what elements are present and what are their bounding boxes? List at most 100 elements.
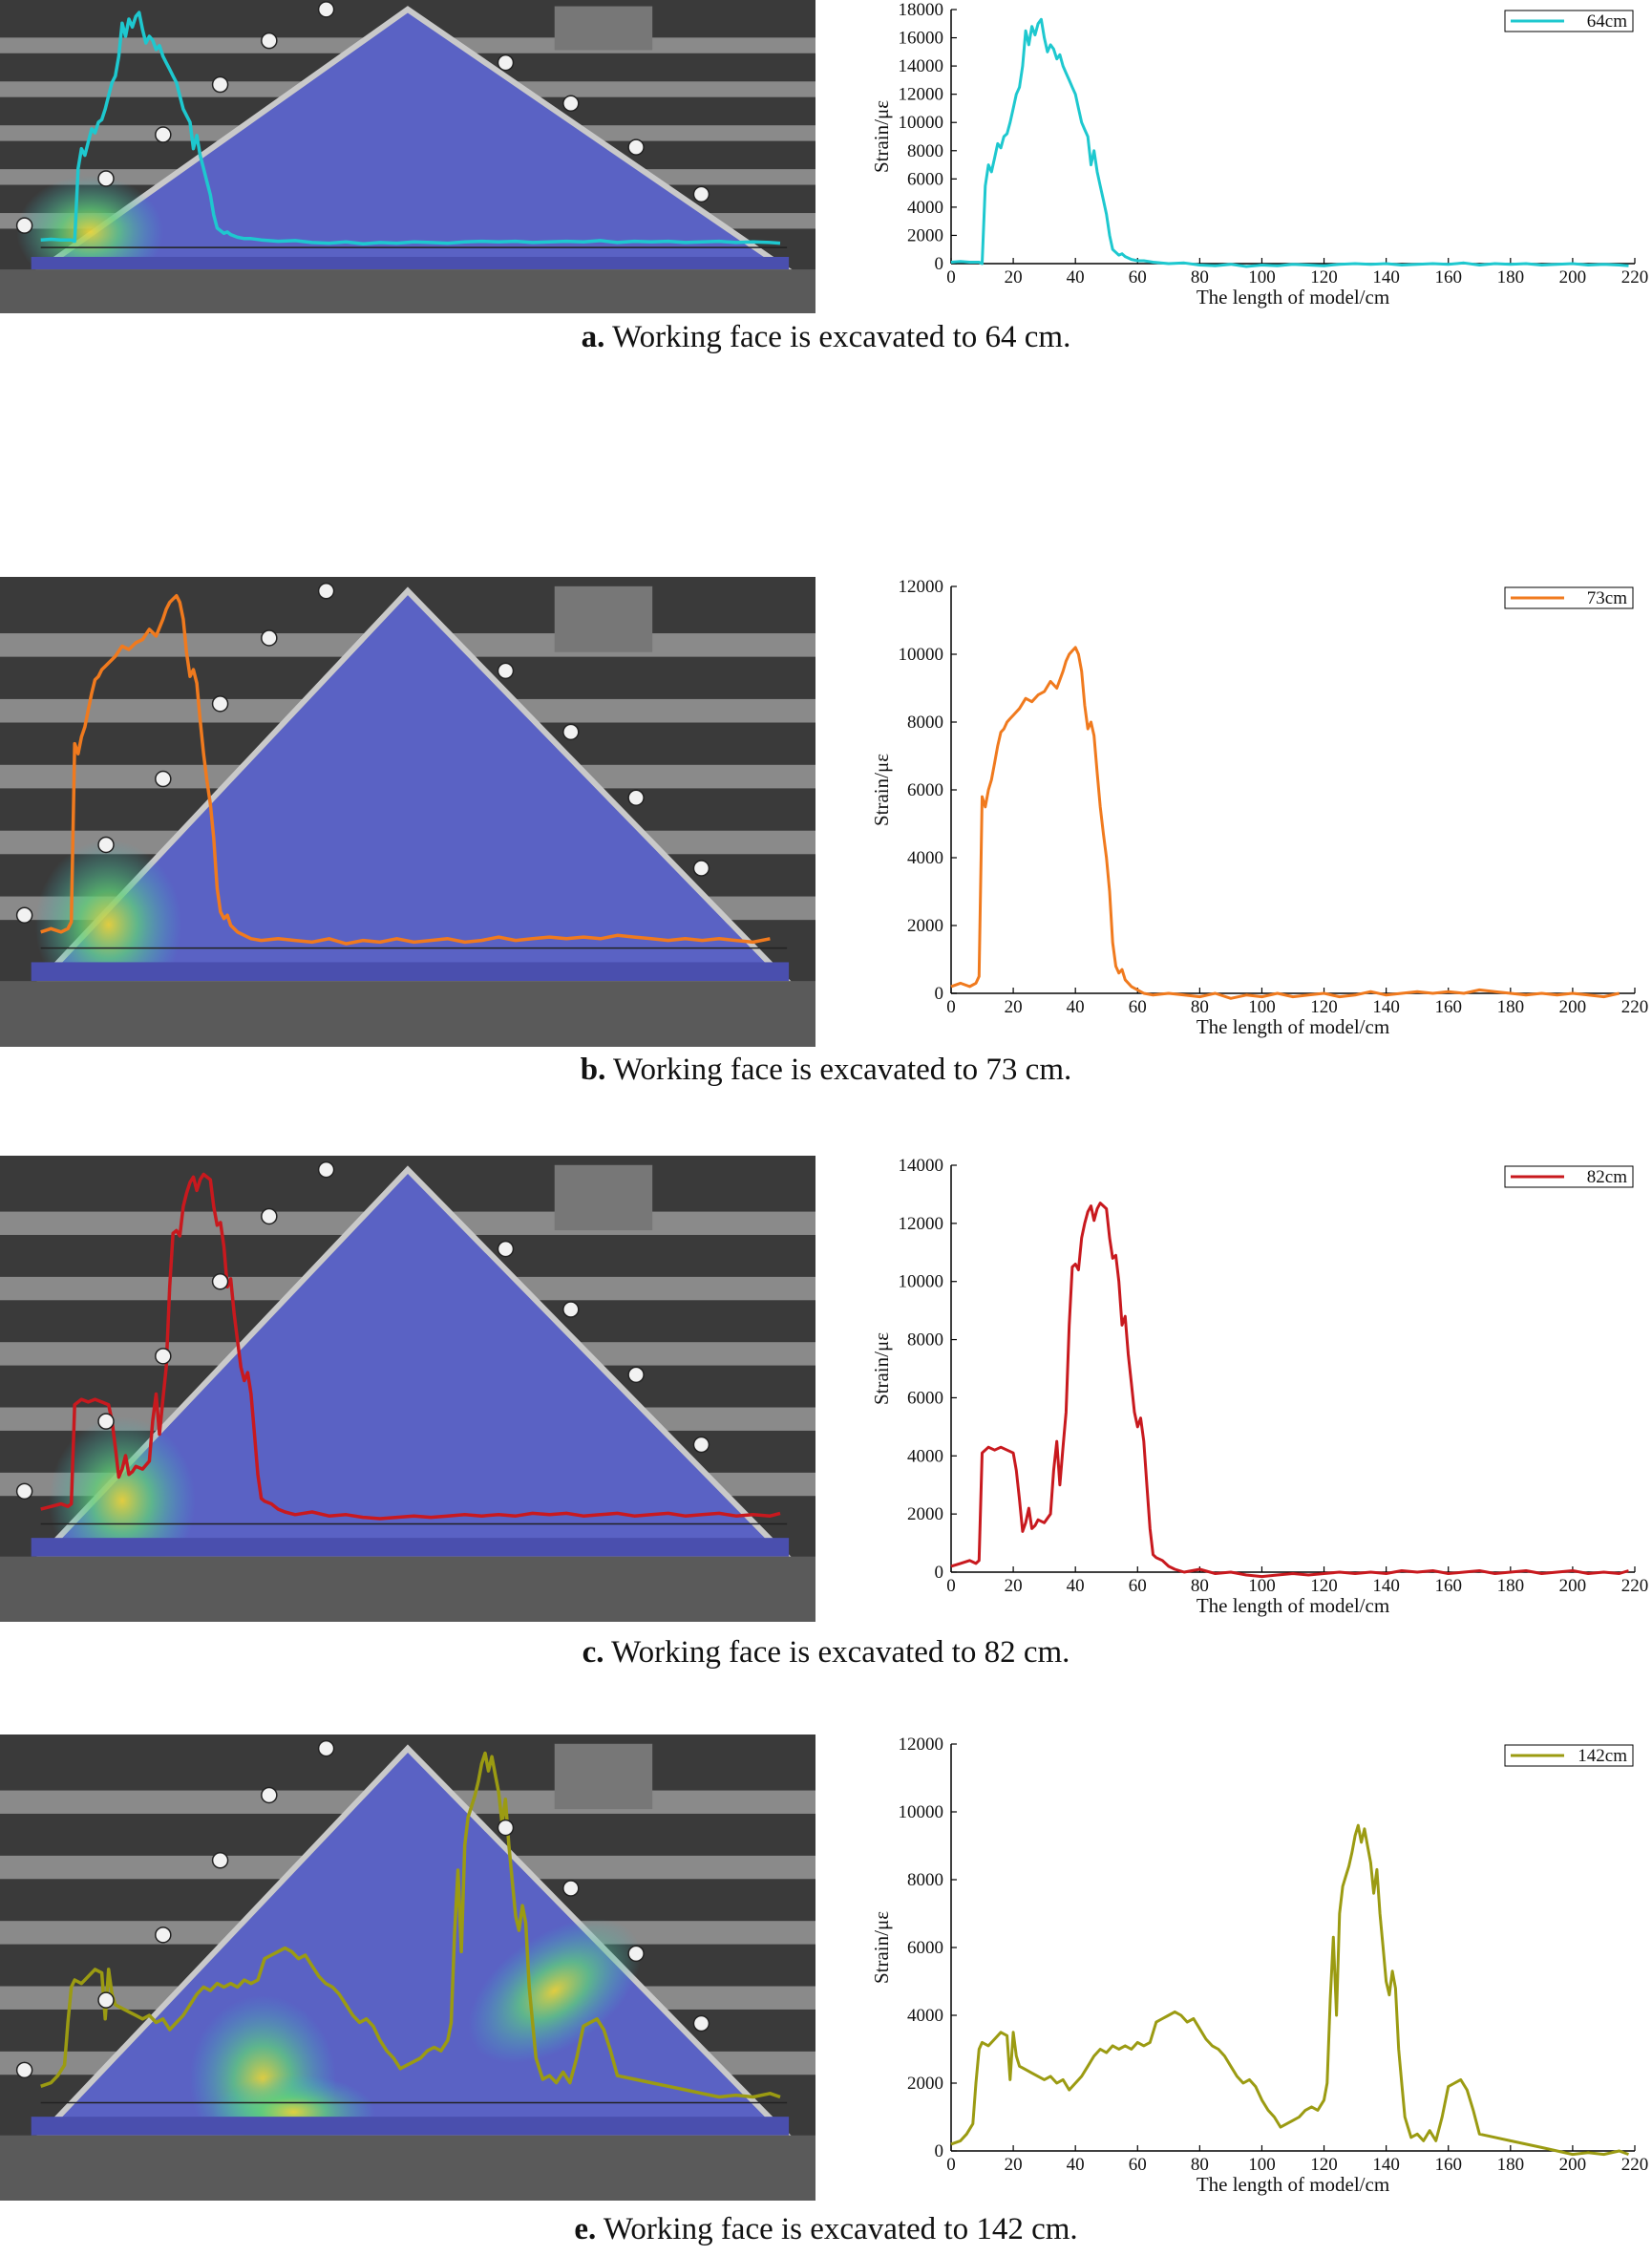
x-tick-label: 20 — [1005, 267, 1023, 287]
x-tick-label: 100 — [1248, 997, 1276, 1017]
strain-hotzone — [468, 1918, 642, 2064]
dial-gauge-icon — [497, 53, 515, 72]
y-tick-label: 8000 — [907, 1870, 943, 1890]
model-photo-e — [0, 1735, 815, 2201]
x-tick-label: 60 — [1129, 1576, 1147, 1596]
chart-svg-c: 0 20 40 60 80 100 120 140 160 180 200 220 0 2000 4000 6… — [870, 1156, 1649, 1617]
dial-gauge-icon — [692, 2014, 710, 2033]
y-tick-label: 8000 — [907, 1330, 943, 1351]
x-tick-label: 160 — [1434, 267, 1462, 287]
legend-box — [1504, 1165, 1634, 1188]
x-tick-label: 40 — [1067, 997, 1085, 1017]
legend-label: 64cm — [1587, 11, 1627, 32]
y-axis-title: Strain/με — [870, 1911, 893, 1984]
dial-gauge-icon — [211, 1273, 229, 1290]
model-base — [0, 269, 815, 313]
y-tick-label: 10000 — [899, 113, 944, 133]
panel-a: 0 20 40 60 80 100 120 140 160 180 200 220 0 2000 4000 6… — [0, 0, 1652, 354]
chart-svg-a: 0 20 40 60 80 100 120 140 160 180 200 220 0 2000 4000 6… — [870, 0, 1649, 309]
y-tick-label: 10000 — [899, 1272, 944, 1292]
coal-seam-layer — [31, 2117, 790, 2136]
dial-gauge-icon — [15, 2061, 33, 2079]
x-tick-label: 80 — [1191, 2155, 1209, 2175]
chart-svg-e: 0 20 40 60 80 100 120 140 160 180 200 220 0 2000 4000 6… — [870, 1735, 1649, 2196]
dial-gauge-icon — [497, 1819, 515, 1837]
model-photo-c — [0, 1156, 815, 1622]
dial-gauge-icon — [261, 1786, 278, 1804]
x-tick-label: 200 — [1559, 2155, 1587, 2175]
dial-gauge-icon — [211, 75, 229, 94]
y-axis-title: Strain/με — [870, 754, 893, 826]
model-image-b — [0, 577, 815, 1047]
y-tick-label: 0 — [935, 2141, 944, 2161]
x-tick-label: 100 — [1248, 2155, 1276, 2175]
dial-gauge-icon — [15, 217, 33, 234]
y-tick-label: 8000 — [907, 141, 943, 161]
legend-label: 82cm — [1587, 1167, 1627, 1187]
panel-e: 0 20 40 60 80 100 120 140 160 180 200 220 0 2000 4000 6… — [0, 1735, 1652, 2256]
model-image-c — [0, 1156, 815, 1622]
x-tick-label: 160 — [1434, 2155, 1462, 2175]
series-line — [950, 1202, 1629, 1579]
legend-box — [1504, 10, 1634, 32]
x-tick-label: 60 — [1129, 997, 1147, 1017]
dial-gauge-icon — [155, 770, 172, 788]
coal-seam-layer — [31, 1538, 790, 1557]
dial-gauge-icon — [97, 170, 115, 187]
y-tick-label: 4000 — [907, 2006, 943, 2026]
dial-gauge-icon — [97, 836, 115, 854]
strain-chart-e: 0 20 40 60 80 100 120 140 160 180 200 220 0 2000 4000 6… — [831, 1735, 1652, 2207]
model-base — [0, 981, 815, 1047]
y-tick-label: 2000 — [907, 2074, 943, 2094]
x-tick-label: 40 — [1067, 1576, 1085, 1596]
x-tick-label: 220 — [1621, 267, 1649, 287]
y-tick-label: 0 — [935, 254, 944, 274]
x-tick-label: 220 — [1621, 2155, 1649, 2175]
legend-label: 73cm — [1587, 588, 1627, 608]
y-tick-label: 12000 — [899, 1214, 944, 1234]
x-tick-label: 180 — [1497, 267, 1525, 287]
caption-b: b. Working face is excavated to 73 cm. — [0, 1053, 1652, 1088]
y-tick-label: 8000 — [907, 713, 943, 733]
x-tick-label: 0 — [946, 1576, 956, 1596]
y-axis-title: Strain/με — [870, 1332, 893, 1405]
dial-gauge-icon — [155, 1926, 172, 1944]
x-tick-label: 180 — [1497, 1576, 1525, 1596]
x-tick-label: 40 — [1067, 267, 1085, 287]
x-tick-label: 220 — [1621, 1576, 1649, 1596]
y-tick-label: 6000 — [907, 1388, 943, 1408]
y-axis-title: Strain/με — [870, 100, 893, 173]
x-tick-label: 200 — [1559, 997, 1587, 1017]
legend-box — [1504, 586, 1634, 609]
dial-gauge-icon — [317, 583, 335, 600]
x-tick-label: 0 — [946, 2155, 956, 2175]
dial-gauge-icon — [15, 906, 33, 924]
panel-b: 0 20 40 60 80 100 120 140 160 180 200 220 0 2000 4000 6… — [0, 577, 1652, 1112]
caption-text-a: Working face is excavated to 64 cm. — [612, 320, 1071, 354]
legend-box — [1504, 1744, 1634, 1767]
x-tick-label: 140 — [1372, 1576, 1400, 1596]
model-photo-b — [0, 577, 815, 1047]
x-tick-label: 140 — [1372, 2155, 1400, 2175]
model-image-e — [0, 1735, 815, 2201]
equipment-box — [554, 1164, 653, 1231]
dial-gauge-icon — [211, 1852, 229, 1869]
caption-letter-b: b. — [580, 1053, 606, 1087]
overlay-strain-curve — [40, 1172, 781, 1521]
x-tick-label: 120 — [1310, 267, 1338, 287]
x-tick-label: 0 — [946, 997, 956, 1017]
dial-gauge-icon — [497, 1240, 515, 1258]
y-tick-label: 2000 — [907, 225, 943, 245]
dial-gauge-icon — [155, 126, 172, 143]
x-tick-label: 180 — [1497, 997, 1525, 1017]
x-axis-title: The length of model/cm — [1197, 286, 1389, 309]
x-tick-label: 20 — [1005, 1576, 1023, 1596]
dial-gauge-icon — [692, 1436, 710, 1454]
strain-chart-b: 0 20 40 60 80 100 120 140 160 180 200 220 0 2000 4000 6… — [831, 577, 1652, 1050]
series-line — [950, 646, 1620, 1000]
y-tick-label: 12000 — [899, 577, 944, 597]
chart-svg-b: 0 20 40 60 80 100 120 140 160 180 200 220 0 2000 4000 6… — [870, 577, 1648, 1038]
x-tick-label: 200 — [1559, 1576, 1587, 1596]
caption-e: e. Working face is excavated to 142 cm. — [0, 2212, 1652, 2247]
dial-gauge-icon — [627, 138, 645, 156]
